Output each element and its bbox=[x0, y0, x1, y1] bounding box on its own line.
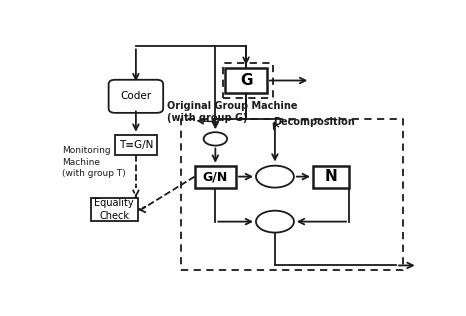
Text: N: N bbox=[324, 169, 337, 184]
Text: G: G bbox=[240, 73, 252, 88]
Ellipse shape bbox=[204, 132, 227, 146]
Bar bbox=[115, 135, 157, 155]
Text: G/N: G/N bbox=[203, 170, 228, 183]
FancyBboxPatch shape bbox=[109, 80, 163, 113]
Text: Coder: Coder bbox=[120, 91, 151, 101]
Text: Original Group Machine
(with group G): Original Group Machine (with group G) bbox=[167, 101, 297, 123]
Bar bbox=[313, 166, 349, 188]
Ellipse shape bbox=[256, 211, 294, 233]
Text: Monitoring
Machine
(with group T): Monitoring Machine (with group T) bbox=[62, 146, 126, 178]
Text: T≡G/N: T≡G/N bbox=[119, 140, 153, 150]
Text: Decomposition: Decomposition bbox=[273, 117, 355, 127]
Ellipse shape bbox=[256, 166, 294, 188]
Bar bbox=[91, 198, 138, 221]
Text: Equality
Check: Equality Check bbox=[95, 198, 134, 221]
Bar bbox=[195, 166, 236, 188]
Bar bbox=[225, 68, 267, 93]
